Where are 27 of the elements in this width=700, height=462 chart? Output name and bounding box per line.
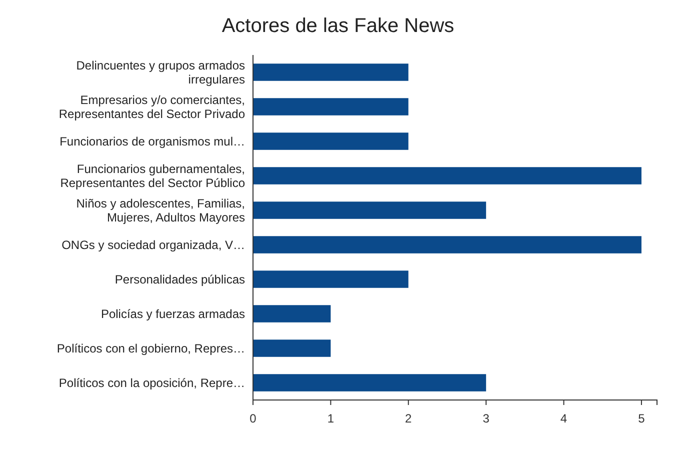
y-tick-label: Políticos con la oposición, Repre… <box>58 376 245 390</box>
y-tick-label: Personalidades públicas <box>114 272 245 286</box>
y-tick-label: Policías y fuerzas armadas <box>100 306 245 321</box>
x-tick-label: 2 <box>405 411 412 426</box>
y-tick-label: Delincuentes y grupos armados irregulares <box>76 58 245 86</box>
x-tick-label: 5 <box>638 411 646 426</box>
chart-title: Actores de las Fake News <box>222 15 454 37</box>
bar <box>253 270 408 288</box>
y-tick-label: Niños y adolescentes, Familias, Mujeres, Adultos Mayores <box>76 196 245 224</box>
x-tick-label: 0 <box>250 411 257 426</box>
bar <box>253 305 331 322</box>
bar <box>253 374 486 392</box>
bar <box>253 98 408 116</box>
bar <box>253 202 486 219</box>
bar <box>253 64 408 81</box>
y-tick-label: Empresarios y/o comerciantes, Representantes del Sector Privado <box>58 92 246 121</box>
bar <box>253 167 642 184</box>
x-tick-label: 1 <box>327 411 334 426</box>
y-tick-label: ONGs y sociedad organizada, V… <box>62 238 245 252</box>
y-tick-label: Funcionarios gubernamentales, Representantes del Sector Público <box>60 162 246 190</box>
x-tick-label: 3 <box>482 411 490 426</box>
y-tick-label: Funcionarios de organismos mul… <box>60 134 245 148</box>
x-tick-label: 4 <box>560 411 568 426</box>
bar <box>253 236 642 254</box>
bar <box>253 340 331 357</box>
y-tick-label: Políticos con el gobierno, Repres… <box>56 341 245 356</box>
bar <box>253 132 408 150</box>
